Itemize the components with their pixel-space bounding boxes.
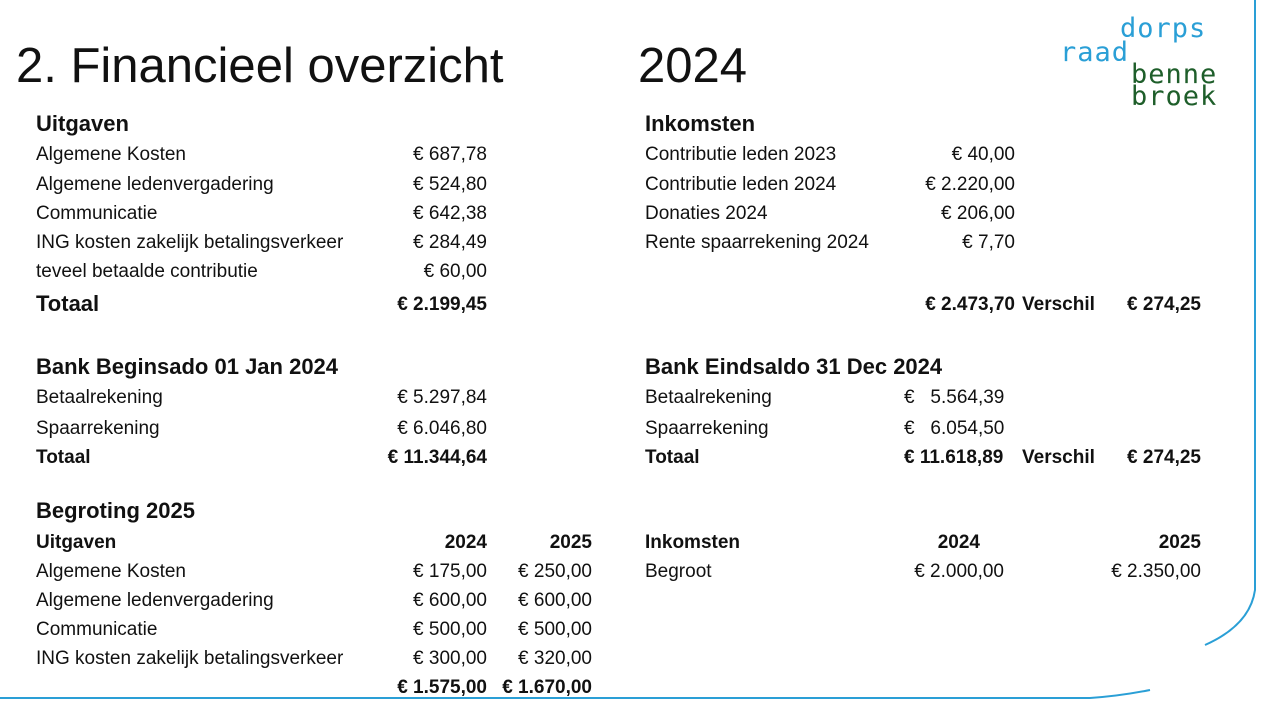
verschil-value: € 274,25: [1127, 294, 1201, 315]
row-label: Communicatie: [36, 619, 158, 640]
verschil-label: Verschil: [1022, 294, 1095, 315]
row-label: Donaties 2024: [645, 203, 768, 224]
total-value: € 11.618,89: [904, 447, 1004, 468]
row-value-2025: € 600,00: [518, 590, 592, 611]
column-header: 2024: [937, 532, 980, 553]
row-label: ING kosten zakelijk betalingsverkeer: [36, 232, 344, 253]
row-value-2024: € 2.000,00: [914, 561, 1004, 582]
row-value: € 60,00: [423, 261, 487, 282]
row-label: Algemene ledenvergadering: [36, 174, 274, 195]
section-heading: Bank Beginsado 01 Jan 2024: [36, 354, 339, 379]
row-label: Betaalrekening: [36, 387, 163, 408]
row-label: Begroot: [645, 561, 712, 582]
row-value: € 687,78: [413, 144, 487, 165]
total-label: Totaal: [36, 447, 91, 468]
section-heading: Uitgaven: [36, 111, 129, 136]
page-title: 2. Financieel overzicht: [16, 39, 504, 93]
row-value: € 5.297,84: [397, 387, 487, 408]
total-2025: € 1.670,00: [502, 677, 592, 698]
row-label: Algemene Kosten: [36, 144, 186, 165]
row-value-2024: € 500,00: [413, 619, 487, 640]
row-value: € 284,49: [413, 232, 487, 253]
row-value: € 206,00: [941, 203, 1015, 224]
column-header: 2024: [444, 532, 487, 553]
logo-dorps: dorps: [1120, 13, 1207, 44]
row-value: € 6.046,80: [397, 418, 487, 439]
column-header: Inkomsten: [645, 532, 741, 553]
section-heading: Bank Eindsaldo 31 Dec 2024: [645, 354, 943, 379]
row-label: Betaalrekening: [645, 387, 772, 408]
row-label: Algemene Kosten: [36, 561, 186, 582]
row-value-2025: € 2.350,00: [1111, 561, 1201, 582]
logo-raad: raad: [1060, 37, 1130, 68]
page-year: 2024: [638, 39, 748, 93]
row-value: € 5.564,39: [904, 387, 1005, 408]
row-label: Rente spaarrekening 2024: [645, 232, 869, 253]
total-value: € 11.344,64: [387, 447, 487, 468]
row-value-2024: € 600,00: [413, 590, 487, 611]
total-value: € 2.473,70: [925, 294, 1015, 315]
total-label: Totaal: [36, 291, 100, 316]
row-value: € 7,70: [962, 232, 1015, 253]
row-label: teveel betaalde contributie: [36, 261, 258, 282]
row-label: Spaarrekening: [645, 418, 769, 439]
row-label: Contributie leden 2023: [645, 144, 837, 165]
row-label: Communicatie: [36, 203, 158, 224]
column-header: 2025: [549, 532, 592, 553]
row-label: Algemene ledenvergadering: [36, 590, 274, 611]
row-label: Spaarrekening: [36, 418, 160, 439]
row-label: Contributie leden 2024: [645, 174, 837, 195]
logo-benne: benne: [1131, 59, 1218, 90]
total-value: € 2.199,45: [397, 294, 487, 315]
column-header: Uitgaven: [36, 532, 117, 553]
row-value: € 40,00: [951, 144, 1015, 165]
row-value: € 2.220,00: [925, 174, 1015, 195]
row-value-2025: € 250,00: [518, 561, 592, 582]
row-value-2025: € 320,00: [518, 648, 592, 669]
row-label: ING kosten zakelijk betalingsverkeer: [36, 648, 344, 669]
logo-broek: broek: [1131, 81, 1218, 112]
section-heading: Inkomsten: [645, 111, 756, 136]
row-value-2024: € 175,00: [413, 561, 487, 582]
total-label: Totaal: [645, 447, 700, 468]
section-heading: Begroting 2025: [36, 498, 195, 523]
total-2024: € 1.575,00: [397, 677, 487, 698]
row-value: € 6.054,50: [904, 418, 1005, 439]
row-value-2025: € 500,00: [518, 619, 592, 640]
row-value-2024: € 300,00: [413, 648, 487, 669]
column-header: 2025: [1158, 532, 1201, 553]
verschil-label: Verschil: [1022, 447, 1095, 468]
verschil-value: € 274,25: [1127, 447, 1201, 468]
row-value: € 524,80: [413, 174, 487, 195]
row-value: € 642,38: [413, 203, 487, 224]
